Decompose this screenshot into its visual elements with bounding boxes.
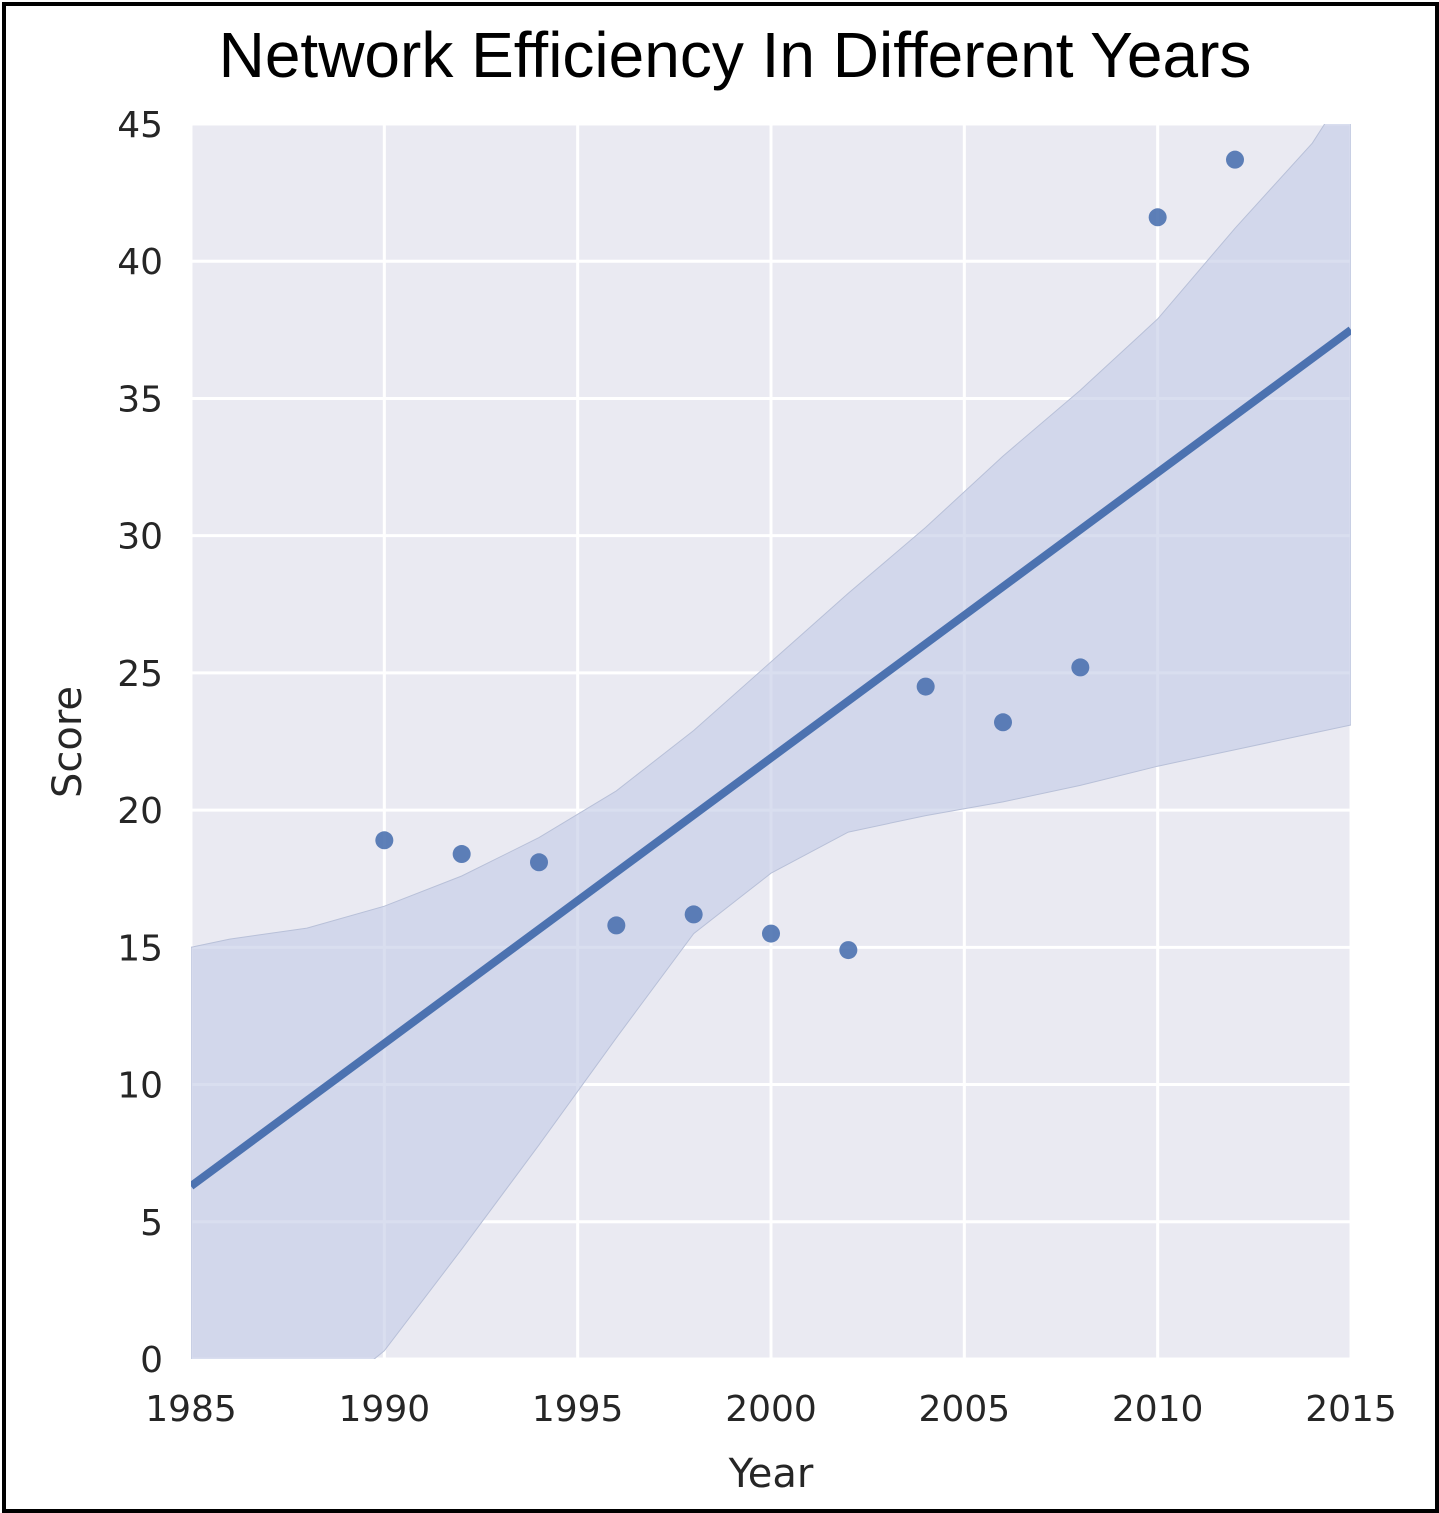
data-point bbox=[1148, 208, 1167, 227]
y-tick-label: 25 bbox=[117, 654, 163, 695]
y-tick-label: 5 bbox=[140, 1203, 163, 1244]
x-axis-label: Year bbox=[728, 1451, 814, 1497]
x-tick-label: 1985 bbox=[145, 1389, 237, 1430]
y-tick-label: 0 bbox=[140, 1340, 163, 1381]
data-point bbox=[452, 845, 471, 864]
y-tick-label: 40 bbox=[117, 242, 163, 283]
x-tick-label: 2005 bbox=[919, 1389, 1011, 1430]
chart-title: Network Efficiency In Different Years bbox=[219, 19, 1252, 91]
x-tick-label: 1990 bbox=[339, 1389, 431, 1430]
data-point bbox=[839, 941, 858, 960]
y-tick-labels: 0 5 10 15 20 25 30 35 40 45 bbox=[117, 105, 163, 1381]
x-tick-label: 2010 bbox=[1112, 1389, 1204, 1430]
regression-line bbox=[191, 326, 1351, 1190]
data-point bbox=[994, 713, 1012, 732]
data-point bbox=[916, 677, 935, 696]
y-tick-label: 45 bbox=[117, 105, 163, 146]
data-point bbox=[607, 916, 626, 935]
data-point bbox=[1071, 658, 1090, 677]
data-point bbox=[762, 924, 780, 943]
x-tick-label: 2000 bbox=[725, 1389, 817, 1430]
data-point bbox=[684, 905, 703, 924]
y-axis-label: Score bbox=[45, 686, 91, 798]
y-tick-label: 20 bbox=[117, 791, 163, 832]
data-points bbox=[375, 150, 1244, 960]
x-tick-label: 2015 bbox=[1305, 1389, 1397, 1430]
data-point bbox=[530, 853, 548, 872]
y-tick-label: 15 bbox=[117, 928, 163, 969]
y-tick-label: 10 bbox=[117, 1066, 163, 1107]
data-point bbox=[375, 831, 394, 850]
data-point bbox=[1226, 150, 1244, 169]
y-tick-label: 30 bbox=[117, 517, 163, 558]
confidence-band bbox=[191, 124, 1351, 1359]
y-tick-label: 35 bbox=[117, 379, 163, 420]
x-tick-labels: 1985 1990 1995 2000 2005 2010 2015 bbox=[145, 1389, 1397, 1430]
x-tick-label: 1995 bbox=[532, 1389, 624, 1430]
